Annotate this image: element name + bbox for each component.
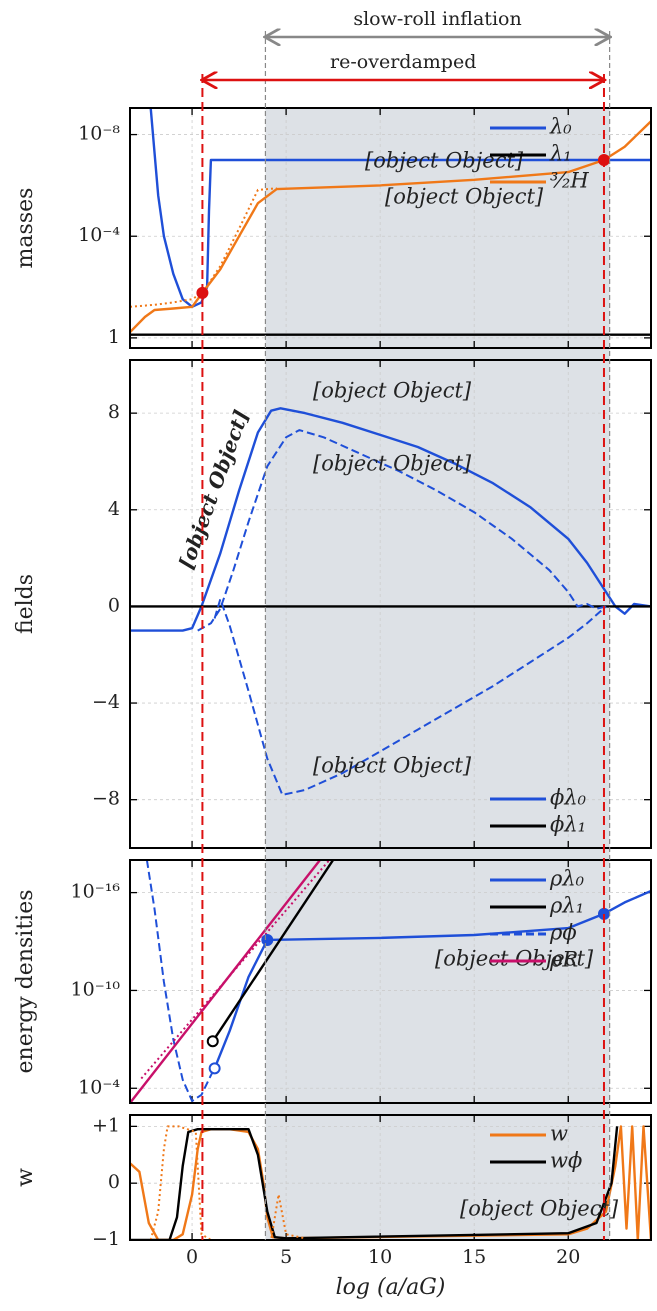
legend-label: ϕλ₀ <box>550 786 587 810</box>
y-tick-label: −8 <box>92 788 120 810</box>
annotation: [object Object] <box>313 754 472 778</box>
y-axis-label: masses <box>13 188 38 269</box>
marker <box>261 933 274 946</box>
axes-frame <box>129 1114 652 1241</box>
legend-label: ϕλ₁ <box>550 813 586 837</box>
series-line <box>149 1125 306 1240</box>
y-tick-label: −1 <box>92 1228 120 1250</box>
series-line <box>130 860 321 1103</box>
annotation: [object Object] <box>385 185 544 209</box>
legend-label: ³⁄₂H <box>550 169 589 193</box>
series-line <box>211 860 335 1042</box>
y-tick-label: 4 <box>108 498 120 520</box>
span-label: slow-roll inflation <box>353 8 521 30</box>
y-tick-label: 8 <box>108 401 120 423</box>
span-label: re-overdamped <box>330 51 476 73</box>
legend-label: ρλ₁ <box>549 894 584 918</box>
x-axis-label: log (a/aG) <box>336 1275 446 1300</box>
plot-area <box>130 860 651 1103</box>
y-axis-label: fields <box>13 574 38 634</box>
legend-label: ρϕ <box>549 921 577 945</box>
y-tick-label: 1 <box>108 326 120 348</box>
marker <box>206 1035 219 1048</box>
series-line <box>140 860 331 1080</box>
legend-label: λ₀ <box>549 115 572 139</box>
axes-frame <box>129 359 652 849</box>
annotation: [object Object] <box>460 1197 619 1221</box>
y-tick-label: 10⁻⁸ <box>78 123 120 145</box>
annotation: [object Object] <box>313 452 472 476</box>
axes-frame <box>129 859 652 1104</box>
plot-area <box>130 1125 651 1240</box>
marker <box>208 1062 221 1075</box>
series-line <box>213 598 607 796</box>
y-tick-label: +1 <box>92 1114 120 1136</box>
y-tick-label: 10⁻⁴ <box>78 1076 120 1098</box>
slow-roll-region <box>265 108 610 1240</box>
series-line <box>213 889 651 1069</box>
y-tick-label: 10⁻⁴ <box>78 224 120 246</box>
y-tick-label: 10⁻¹⁰ <box>71 978 121 1000</box>
legend-label: w <box>550 1122 568 1146</box>
legend-label: λ₁ <box>549 142 572 166</box>
y-axis-label: energy densities <box>13 889 38 1073</box>
x-tick-label: 5 <box>280 1246 292 1268</box>
series-line <box>130 407 651 632</box>
y-tick-label: 10⁻¹⁶ <box>71 881 121 903</box>
legend-label: wϕ <box>550 1149 582 1173</box>
plot-area <box>130 108 651 336</box>
y-tick-label: 0 <box>108 1171 120 1193</box>
series-line <box>145 860 216 1102</box>
legend-label: ρR <box>549 948 578 972</box>
annotation: [object Object] <box>435 947 594 971</box>
x-tick-label: 20 <box>556 1246 580 1268</box>
x-tick-label: 15 <box>462 1246 486 1268</box>
annotation: [object Object] <box>365 149 524 173</box>
series-line <box>130 187 277 308</box>
y-tick-label: −4 <box>92 691 120 713</box>
x-tick-label: 0 <box>186 1246 198 1268</box>
axes-frame <box>129 107 652 349</box>
legend-label: ρλ₀ <box>549 867 585 891</box>
x-tick-label: 10 <box>368 1246 392 1268</box>
series-line <box>197 429 607 632</box>
series-line <box>130 1126 619 1240</box>
plot-area <box>130 407 651 796</box>
series-line <box>130 120 651 334</box>
annotation: [object Object] <box>313 379 472 403</box>
y-axis-label: w <box>13 1168 38 1187</box>
y-tick-label: 0 <box>108 594 120 616</box>
